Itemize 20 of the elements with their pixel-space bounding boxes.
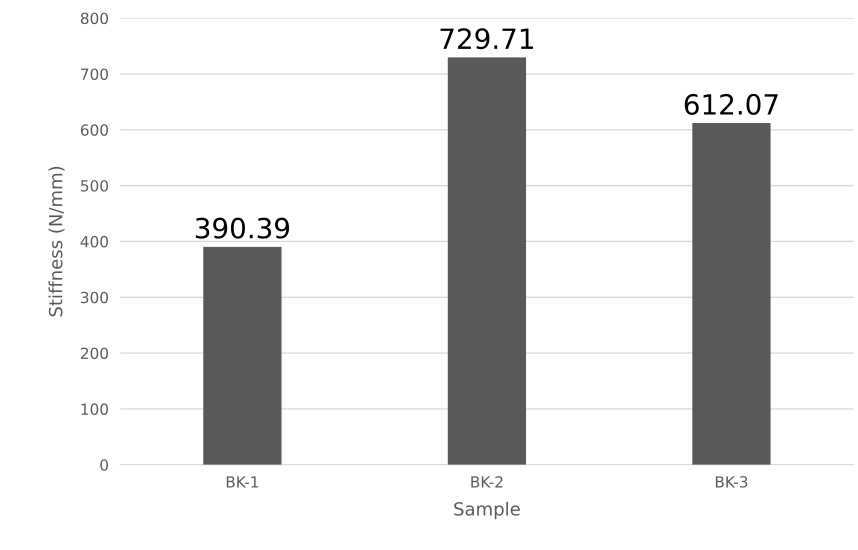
y-tick-label: 200 <box>80 348 108 360</box>
y-tick-label: 600 <box>80 124 108 136</box>
y-tick-label: 0 <box>100 459 108 471</box>
x-axis-title: Sample <box>454 502 520 520</box>
x-tick-label: BK-1 <box>226 476 258 488</box>
bar <box>692 123 771 465</box>
x-tick-label: BK-3 <box>716 476 748 488</box>
x-tick-label: BK-2 <box>471 476 502 488</box>
data-label: 390.39 <box>196 218 290 239</box>
y-tick-label: 700 <box>81 68 108 80</box>
data-label: 612.07 <box>684 94 778 115</box>
y-axis-title: Stiffness (N/mm) <box>48 166 65 316</box>
y-tick-label: 500 <box>81 180 108 192</box>
bar <box>448 57 526 465</box>
y-tick-label: 800 <box>80 12 108 24</box>
bar <box>203 246 282 465</box>
y-tick-label: 300 <box>81 292 108 304</box>
data-label: 729.71 <box>440 28 533 50</box>
y-tick-label: 100 <box>82 403 108 415</box>
y-tick-label: 400 <box>80 236 108 248</box>
